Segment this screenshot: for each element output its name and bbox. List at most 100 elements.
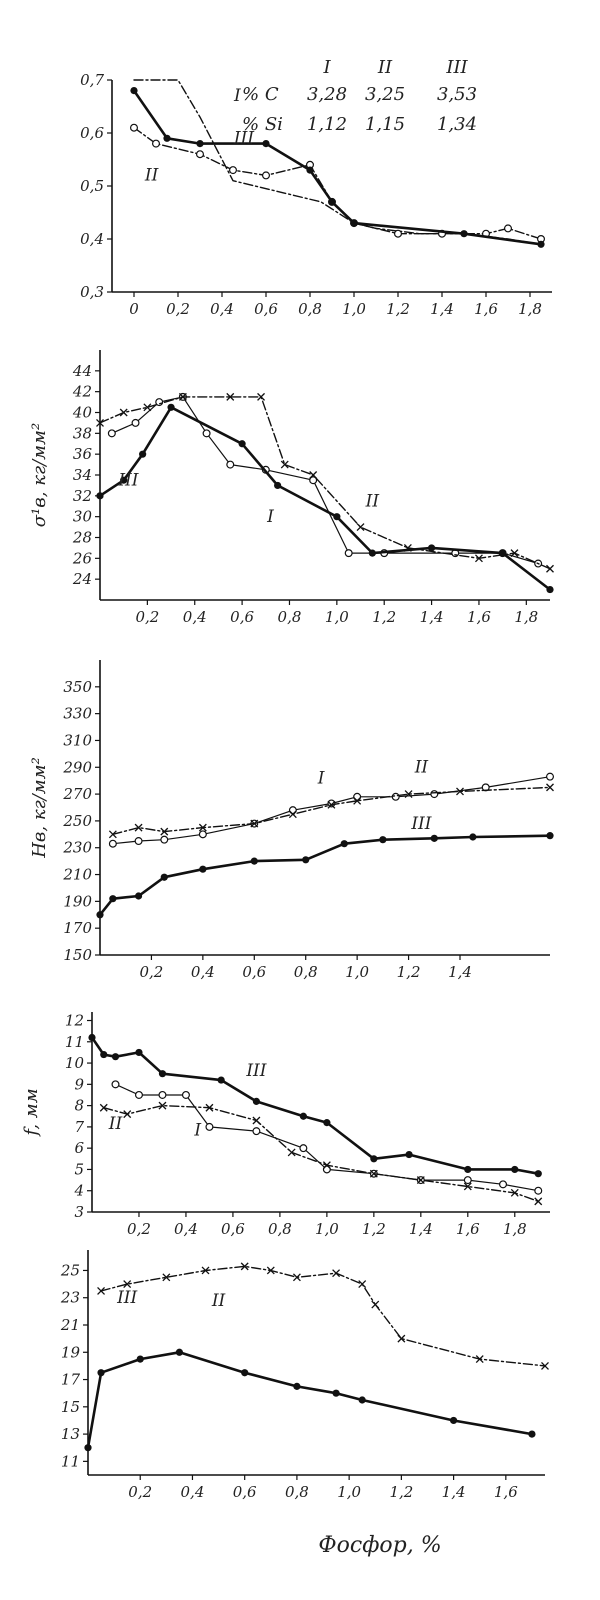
data-point [252, 1127, 261, 1136]
cross-stroke [510, 549, 519, 558]
data-point [205, 1122, 214, 1131]
cross-stroke [123, 1110, 132, 1119]
data-point [293, 1382, 301, 1390]
data-point [541, 1361, 549, 1370]
data-point [130, 87, 138, 95]
x-tick-label: 1,2 [372, 608, 396, 626]
data-point [371, 1300, 380, 1309]
data-point [328, 198, 336, 206]
x-tick-label: 0,2 [135, 608, 159, 626]
x-tick-label: 1,6 [474, 300, 498, 318]
table-si-III: 1,34 [437, 114, 477, 135]
x-tick-label: 1,6 [494, 1483, 518, 1501]
cross-stroke [371, 1300, 380, 1309]
data-point [475, 1355, 484, 1364]
curve-label-II: II [211, 1291, 226, 1311]
data-point [397, 1334, 406, 1343]
series-II [96, 392, 554, 573]
data-point [88, 1033, 96, 1042]
data-point [323, 1119, 331, 1127]
composition-table: I II III % C 3,28 3,25 3,53 % Si 1,12 1,… [242, 57, 477, 135]
x-tick-label: 0,8 [294, 963, 318, 981]
data-point [534, 1197, 543, 1206]
data-point [226, 392, 235, 401]
series-II [99, 1101, 543, 1206]
series-I [107, 392, 543, 568]
y-tick-label: 4 [73, 1182, 84, 1200]
data-point [534, 1186, 543, 1195]
data-point [358, 1280, 367, 1289]
series-III [96, 403, 554, 594]
data-point [302, 856, 310, 864]
series-line-II [102, 1104, 539, 1203]
y-tick-label: 17 [61, 1371, 81, 1389]
data-point [464, 1165, 472, 1174]
series-III [84, 1348, 536, 1452]
data-point [344, 549, 353, 558]
data-point [84, 1444, 92, 1452]
data-point [463, 1176, 472, 1185]
cross-stroke [97, 1286, 106, 1295]
cross-stroke [162, 1273, 171, 1282]
data-point [135, 1048, 143, 1057]
series-II [108, 783, 554, 839]
data-point [299, 1144, 308, 1153]
cross-stroke [404, 790, 413, 799]
cross-stroke [322, 1161, 331, 1170]
table-si-I: 1,12 [307, 114, 347, 135]
cross-stroke [546, 783, 554, 792]
y-tick-label: 11 [65, 1033, 84, 1051]
y-tick-label: 190 [63, 892, 92, 910]
cross-stroke [309, 471, 318, 479]
cross-stroke [369, 1169, 378, 1178]
data-point [196, 140, 204, 148]
y-tick-label: 23 [60, 1289, 80, 1307]
y-tick-label: 150 [63, 946, 92, 964]
series-I [111, 1080, 543, 1195]
y-axis-label: Hв, кг/мм² [29, 757, 50, 859]
y-tick-label: 10 [65, 1054, 85, 1072]
data-point [201, 1266, 210, 1275]
cross-stroke [397, 1334, 406, 1343]
cross-stroke [240, 1262, 249, 1271]
cross-stroke [198, 823, 207, 832]
y-tick-label: 350 [63, 678, 92, 696]
data-point [123, 1110, 132, 1119]
data-point [134, 823, 143, 832]
data-point [416, 1176, 425, 1185]
data-point [274, 481, 282, 490]
data-point [474, 554, 483, 563]
data-point [368, 549, 376, 557]
data-point [160, 873, 168, 881]
table-si-label: % Si [242, 114, 283, 135]
cross-stroke [356, 523, 365, 532]
cross-stroke [456, 787, 464, 796]
cross-stroke [280, 460, 289, 469]
y-tick-label: 13 [61, 1425, 80, 1443]
x-tick-label: 0,2 [139, 963, 163, 981]
x-tick-label: 0,4 [183, 608, 207, 626]
y-tick-label: 30 [73, 508, 93, 526]
y-tick-label: 34 [73, 466, 92, 484]
curve-label-III: III [245, 1061, 266, 1081]
x-tick-label: 1,0 [345, 963, 369, 981]
x-tick-label: 0,4 [174, 1220, 198, 1238]
data-point [160, 827, 169, 836]
series-line-II [112, 786, 551, 835]
data-point [327, 799, 336, 808]
data-point [108, 830, 117, 839]
cross-stroke [252, 1116, 261, 1125]
cross-stroke [292, 1273, 301, 1282]
data-point [111, 1080, 120, 1089]
data-point [97, 1369, 105, 1377]
data-point [358, 1396, 366, 1404]
x-tick-label: 1,6 [467, 608, 491, 626]
y-tick-label: 310 [63, 731, 92, 749]
data-point [152, 139, 161, 148]
y-tick-label: 12 [65, 1012, 84, 1030]
data-point [299, 1112, 307, 1120]
cross-stroke [546, 564, 554, 573]
x-tick-label: 1,0 [337, 1483, 361, 1501]
series-line-I [114, 1083, 539, 1192]
data-point [369, 1169, 378, 1178]
